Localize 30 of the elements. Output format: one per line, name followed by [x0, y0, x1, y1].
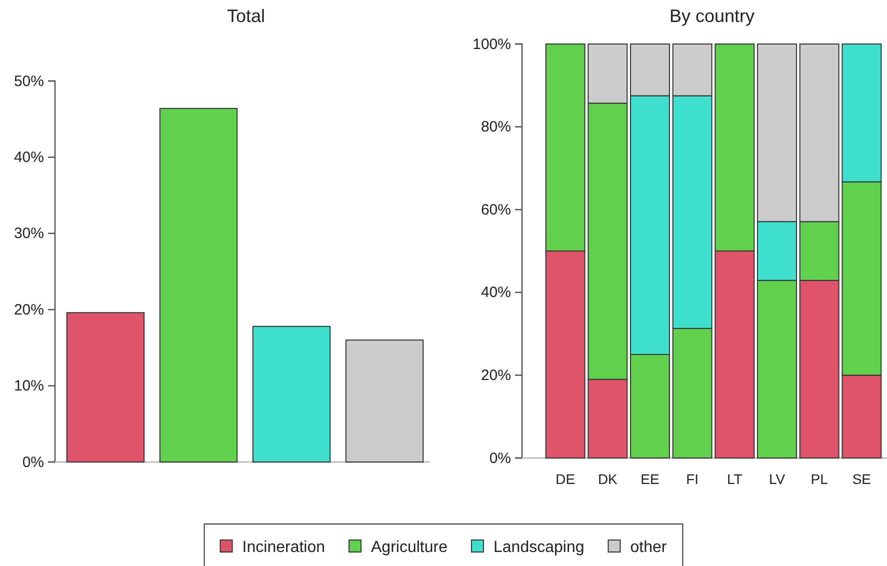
x-tick-label: SE [852, 470, 872, 487]
y-tick-label: 50% [14, 72, 44, 90]
y-tick-label: 0% [489, 450, 511, 467]
x-tick-label: DK [598, 470, 618, 487]
bar [345, 340, 424, 462]
legend-label: Agriculture [371, 539, 448, 556]
x-tick-label: PL [810, 470, 828, 487]
y-tick-label: 20% [480, 367, 511, 384]
x-tick-label: FI [686, 470, 699, 487]
y-tick-label: 40% [480, 284, 511, 302]
y-tick-label: 40% [14, 149, 44, 166]
x-tick-label: EE [640, 470, 660, 487]
y-tick-label: 10% [14, 378, 44, 395]
y-tick-label: 80% [480, 118, 511, 136]
chart-title: By country [669, 6, 755, 26]
y-tick-label: 20% [14, 301, 44, 318]
y-tick-label: 30% [14, 225, 44, 242]
chart-title: Total [226, 6, 266, 26]
bar [66, 312, 145, 462]
bar [252, 326, 331, 462]
x-tick-label: LT [727, 470, 743, 487]
legend-label: other [630, 539, 668, 556]
legend-label: Landscaping [493, 539, 584, 556]
bar [159, 108, 238, 462]
x-tick-label: LV [768, 470, 786, 487]
y-tick-label: 60% [480, 201, 511, 218]
y-tick-label: 100% [472, 36, 511, 53]
x-tick-label: DE [556, 470, 576, 487]
legend-label: Incineration [242, 539, 326, 556]
y-tick-label: 0% [22, 454, 44, 471]
